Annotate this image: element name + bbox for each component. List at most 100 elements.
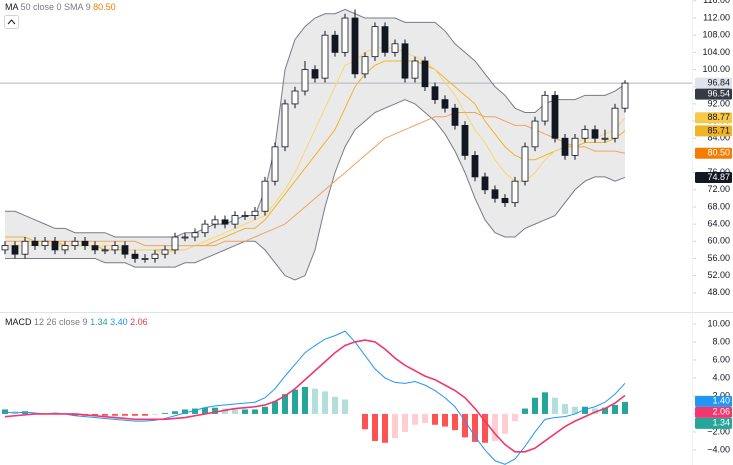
candle-body xyxy=(441,99,449,109)
histogram-bar xyxy=(562,404,568,414)
y-tick-label: 84.00 xyxy=(707,133,730,143)
histogram-bar xyxy=(502,413,508,434)
y-tick-label: 108.00 xyxy=(702,30,730,40)
histogram-bar xyxy=(482,413,488,443)
candle-body xyxy=(51,240,59,251)
candle-body xyxy=(301,69,309,92)
histogram-bar xyxy=(402,413,408,432)
candle-body xyxy=(221,219,229,225)
candle-body xyxy=(601,137,609,140)
candle-body xyxy=(271,146,279,182)
candle-body xyxy=(561,137,569,156)
price-label: 2.06 xyxy=(712,407,730,417)
legend-params: 50 close 0 SMA 9 xyxy=(21,2,91,12)
histogram-bar xyxy=(542,392,548,414)
candle-body xyxy=(451,107,459,126)
histogram-bar xyxy=(92,413,98,416)
y-tick-label: 2.00 xyxy=(712,390,730,400)
histogram-bar xyxy=(392,413,398,439)
y-tick-label: −4.00 xyxy=(707,444,730,454)
histogram-bar xyxy=(72,413,78,416)
candle-body xyxy=(351,17,359,75)
candle-body xyxy=(481,176,489,191)
price-label: 74.87 xyxy=(707,172,730,182)
histogram-bar xyxy=(192,408,198,414)
candle-body xyxy=(401,43,409,79)
candle-body xyxy=(501,197,509,204)
candle-body xyxy=(611,107,619,139)
candle-body xyxy=(131,253,139,259)
indicator-line xyxy=(5,99,626,281)
macd-line xyxy=(4,339,626,453)
histogram-bar xyxy=(512,413,518,422)
histogram-bar xyxy=(472,413,478,442)
candle-body xyxy=(281,103,289,148)
price-label-box xyxy=(695,77,732,89)
legend-name: MACD xyxy=(5,317,32,327)
candle-body xyxy=(551,94,559,139)
histogram-bar xyxy=(242,409,248,414)
histogram-bar xyxy=(422,413,428,423)
candle-body xyxy=(231,215,239,225)
histogram-bar xyxy=(252,409,258,414)
price-label-box xyxy=(695,417,732,429)
candle-body xyxy=(491,189,499,199)
price-label-box xyxy=(695,147,732,159)
y-tick-label: 6.00 xyxy=(712,354,730,364)
legend-ma: MA 50 close 0 SMA 9 80.50 xyxy=(4,2,116,29)
candle-body xyxy=(251,210,259,216)
candle-body xyxy=(371,26,379,58)
histogram-bar xyxy=(612,404,618,414)
y-tick-label: −2.00 xyxy=(707,426,730,436)
candle-body xyxy=(201,223,209,234)
legend-name: MA xyxy=(5,2,18,12)
histogram-bar xyxy=(202,407,208,414)
candle-body xyxy=(181,236,189,239)
candle-body xyxy=(11,245,19,255)
y-tick-label: 52.00 xyxy=(707,270,730,280)
candle-body xyxy=(191,232,199,238)
candle-body xyxy=(421,60,429,88)
y-tick-label: 56.00 xyxy=(707,253,730,263)
histogram-bar xyxy=(292,389,298,414)
histogram-bar xyxy=(442,413,448,427)
candle-body xyxy=(461,124,469,156)
candle-body xyxy=(581,129,589,139)
collapse-button[interactable] xyxy=(4,15,19,29)
histogram-bar xyxy=(372,413,378,441)
histogram-bar xyxy=(362,413,368,430)
histogram-bar xyxy=(592,408,598,414)
y-tick-label: 92.00 xyxy=(707,98,730,108)
histogram-bar xyxy=(522,408,528,414)
candle-body xyxy=(471,155,479,178)
y-tick-label: 68.00 xyxy=(707,201,730,211)
price-label-box xyxy=(695,125,732,137)
candle-body xyxy=(521,146,529,182)
candle-body xyxy=(101,249,109,252)
candle-body xyxy=(81,240,89,246)
candle-body xyxy=(111,245,119,251)
legend-macd: MACD 12 26 close 9 1.34 3.40 2.06 xyxy=(5,317,148,327)
histogram-bar xyxy=(222,408,228,414)
candle-body xyxy=(21,240,29,255)
candle-body xyxy=(331,34,339,53)
histogram-bar xyxy=(182,409,188,414)
candle-body xyxy=(291,90,299,105)
indicator-line xyxy=(5,111,626,247)
histogram-bar xyxy=(492,413,498,441)
candle-body xyxy=(151,253,159,259)
histogram-bar xyxy=(2,409,8,414)
price-label-box xyxy=(695,171,732,183)
histogram-bar xyxy=(142,413,148,416)
price-label-box xyxy=(695,88,732,100)
candle-body xyxy=(161,249,169,255)
histogram-bar xyxy=(302,386,308,414)
histogram-bar xyxy=(582,406,588,414)
y-tick-label: 10.00 xyxy=(707,318,730,328)
candle-body xyxy=(511,180,519,204)
histogram-bar xyxy=(172,411,178,414)
y-tick-label: 64.00 xyxy=(707,219,730,229)
candle-body xyxy=(541,94,549,122)
histogram-bar xyxy=(212,407,218,414)
price-label: 80.50 xyxy=(707,148,730,158)
